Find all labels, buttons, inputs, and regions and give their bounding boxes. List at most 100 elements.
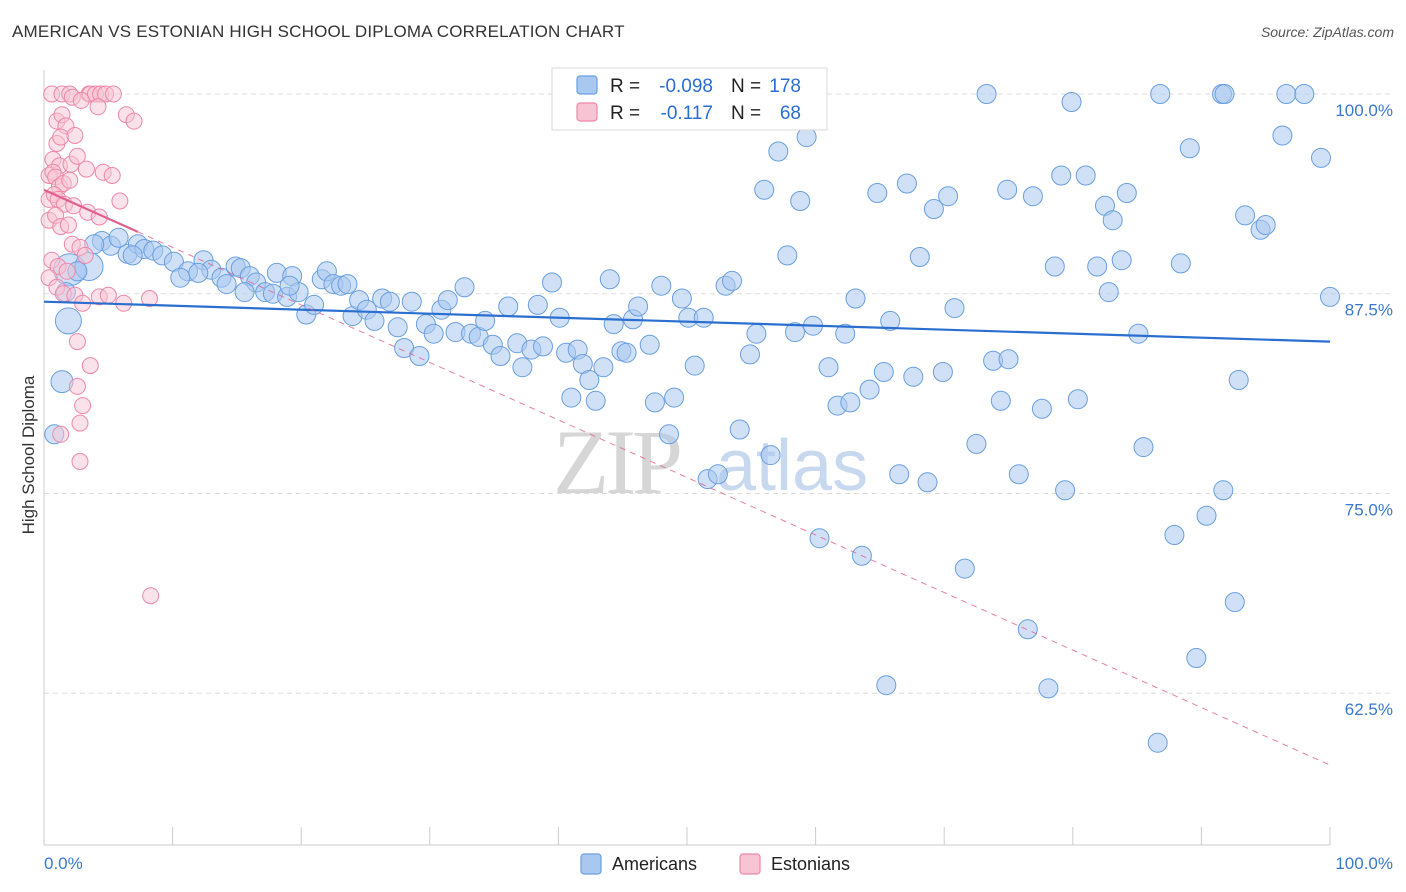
americans-point bbox=[644, 392, 665, 413]
americans-point bbox=[1017, 619, 1038, 640]
legend-r-value: -0.117 bbox=[661, 103, 713, 124]
americans-point bbox=[216, 274, 237, 295]
y-axis-title: High School Diploma bbox=[19, 375, 38, 534]
estonians-point bbox=[89, 98, 107, 116]
y-tick-label: 100.0% bbox=[1335, 101, 1393, 120]
americans-point bbox=[628, 296, 649, 317]
estonians-point bbox=[74, 397, 92, 415]
legend-n-value: 178 bbox=[769, 76, 801, 97]
americans-point bbox=[1031, 398, 1052, 419]
americans-point bbox=[903, 366, 924, 387]
americans-point bbox=[729, 419, 750, 440]
estonians-point bbox=[141, 290, 158, 307]
americans-point bbox=[754, 179, 775, 200]
estonians-point bbox=[125, 112, 143, 130]
americans-point bbox=[818, 357, 839, 378]
chart-title: AMERICAN VS ESTONIAN HIGH SCHOOL DIPLOMA… bbox=[12, 22, 625, 41]
americans-point bbox=[944, 298, 965, 319]
americans-point bbox=[909, 247, 930, 267]
americans-point bbox=[760, 445, 781, 466]
americans-point bbox=[923, 199, 944, 219]
americans-point bbox=[746, 323, 767, 344]
americans-point bbox=[932, 362, 953, 382]
estonians-point bbox=[58, 262, 76, 280]
estonians-trend-line-dashed bbox=[137, 231, 1331, 766]
americans-point bbox=[876, 675, 897, 696]
americans-point bbox=[639, 334, 660, 355]
americans-point bbox=[1022, 186, 1043, 207]
series-legend-label-estonians: Estonians bbox=[771, 854, 850, 874]
estonians-point bbox=[68, 333, 86, 351]
americans-point bbox=[188, 262, 209, 283]
estonians-point bbox=[99, 286, 117, 304]
y-tick-label: 62.5% bbox=[1345, 700, 1393, 719]
americans-point bbox=[1055, 480, 1076, 501]
americans-point bbox=[722, 270, 742, 291]
americans-point bbox=[1276, 84, 1297, 104]
series-legend-swatch-americans bbox=[580, 853, 602, 875]
americans-point bbox=[1102, 210, 1123, 231]
americans-point bbox=[1179, 138, 1200, 159]
americans-point bbox=[1067, 389, 1088, 410]
americans-point bbox=[585, 390, 606, 411]
estonians-point bbox=[68, 377, 86, 395]
americans-point bbox=[364, 310, 385, 331]
americans-point bbox=[867, 183, 888, 203]
x-tick-label-min: 0.0% bbox=[44, 854, 83, 873]
americans-point bbox=[1320, 286, 1340, 307]
americans-point bbox=[599, 269, 620, 290]
americans-point bbox=[1044, 256, 1065, 277]
legend-r-label: R = bbox=[610, 103, 640, 124]
estonians-point bbox=[66, 127, 84, 144]
americans-point bbox=[889, 464, 910, 485]
americans-point bbox=[1128, 323, 1149, 344]
americans-point bbox=[498, 296, 519, 317]
americans-point bbox=[880, 310, 901, 331]
americans-point bbox=[1051, 165, 1072, 186]
americans-point bbox=[845, 288, 866, 309]
estonians-point bbox=[111, 192, 129, 210]
americans-point bbox=[170, 267, 191, 288]
americans-point bbox=[304, 294, 325, 315]
americans-point bbox=[1111, 250, 1132, 271]
americans-point bbox=[840, 392, 861, 413]
estonians-point bbox=[103, 167, 121, 184]
x-tick-label-max: 100.0% bbox=[1335, 854, 1393, 873]
americans-point bbox=[1294, 84, 1315, 104]
americans-point bbox=[659, 424, 679, 445]
americans-point bbox=[1311, 147, 1331, 168]
estonians-point bbox=[68, 147, 86, 165]
americans-point bbox=[990, 390, 1011, 411]
stats-legend: R = -0.098 N = 178 R = -0.117 N = 68 bbox=[551, 67, 828, 131]
americans-point bbox=[896, 173, 917, 194]
americans-point bbox=[387, 317, 408, 338]
americans-point bbox=[809, 528, 830, 549]
y-tick-label: 87.5% bbox=[1345, 301, 1393, 320]
estonians-trend-line-solid bbox=[43, 188, 139, 233]
americans-point bbox=[664, 387, 685, 408]
stats-legend-box bbox=[551, 67, 828, 131]
axes bbox=[43, 70, 1331, 846]
americans-point bbox=[1038, 678, 1059, 699]
legend-n-label: N = bbox=[731, 76, 761, 97]
estonians-point bbox=[52, 425, 70, 443]
americans-point bbox=[437, 290, 458, 311]
estonians-point bbox=[71, 414, 89, 432]
americans-point bbox=[684, 355, 705, 376]
americans-point bbox=[1214, 84, 1235, 104]
americans-point bbox=[997, 179, 1018, 200]
estonians-point bbox=[104, 85, 122, 103]
americans-point bbox=[768, 141, 789, 162]
legend-r-value: -0.098 bbox=[659, 76, 713, 97]
americans-point bbox=[401, 291, 422, 312]
legend-n-value: 68 bbox=[780, 103, 801, 124]
estonians-point bbox=[72, 91, 90, 109]
estonians-point bbox=[71, 453, 89, 470]
americans-point bbox=[423, 323, 444, 344]
americans-point bbox=[1196, 505, 1217, 526]
estonians-point bbox=[61, 171, 79, 189]
americans-point bbox=[454, 277, 475, 298]
estonians-point bbox=[142, 587, 160, 605]
series-legend-swatch-estonians bbox=[739, 853, 761, 875]
legend-n-label: N = bbox=[731, 103, 761, 124]
